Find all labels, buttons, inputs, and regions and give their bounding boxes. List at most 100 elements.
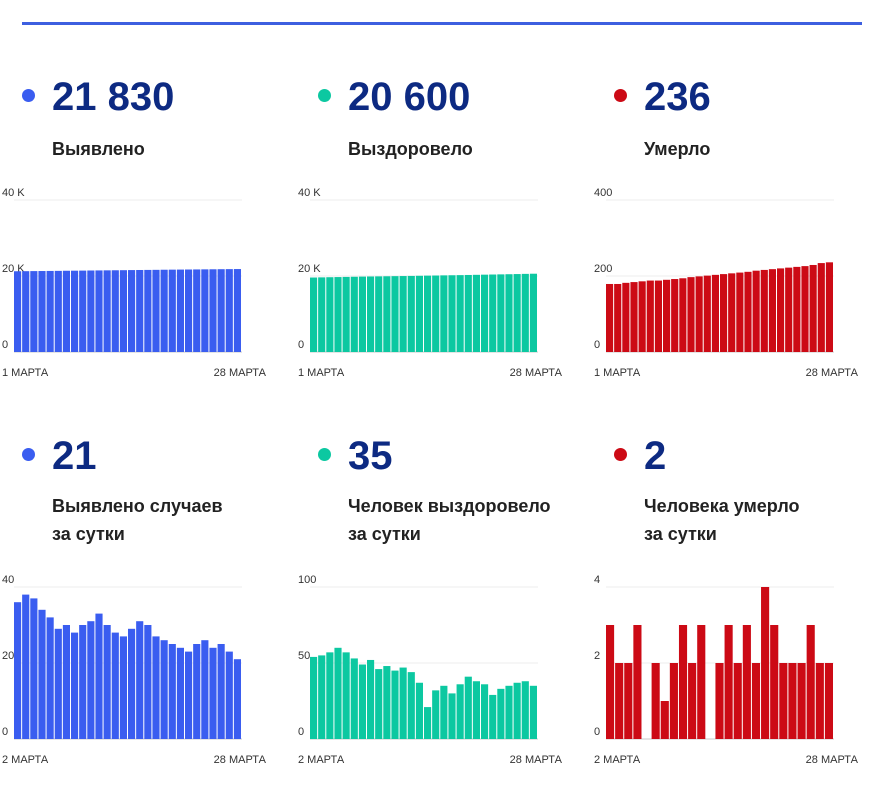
bar [14,271,22,352]
x-start-label: 2 МАРТА [2,754,49,766]
bar [464,676,472,739]
recovered-dot-icon [318,89,331,102]
bar [505,685,513,739]
bar [136,269,144,352]
bar [724,625,733,739]
bar [440,685,448,739]
bar [489,694,497,739]
confirmed-daily-caption-line2: за сутки [52,524,125,544]
bar [513,682,521,739]
bar [318,655,326,739]
bar [622,282,630,352]
y-tick-label: 400 [594,187,612,199]
confirmed-daily-caption-line1: Выявлено случаев [52,496,223,516]
bar [46,270,54,352]
bar [407,275,415,352]
bar [824,663,833,739]
bar [456,275,464,352]
bar [651,663,660,739]
chart-recovered-total: 0 20 K 40 K 1 МАРТА 28 МАРТА [298,187,563,379]
bar [456,684,464,739]
bar [144,625,152,739]
bar [817,263,825,352]
deaths-daily-dot-icon [614,448,627,461]
bar [136,621,144,739]
bar [614,283,622,352]
bar [310,656,318,739]
bar [711,274,719,352]
y-tick-label: 0 [298,726,304,738]
bar [350,276,358,352]
y-tick-label: 0 [594,726,600,738]
bar [606,625,615,739]
y-tick-label: 0 [594,339,600,351]
bar [497,274,505,352]
bar [720,274,728,352]
bar [464,274,472,352]
bar [38,271,46,352]
bar [777,268,785,352]
deaths-daily-caption-line1: Человека умерло [644,496,800,516]
bar [424,275,432,352]
bar [715,663,724,739]
recovered-daily-caption-line2: за сутки [348,524,421,544]
bar [391,670,399,739]
y-tick-label: 0 [298,339,304,351]
bar [54,628,62,739]
bar [521,273,529,352]
bar [751,663,761,739]
bar [687,277,695,352]
bar [46,617,54,739]
chart-confirmed-total: 0 20 K 40 K 1 МАРТА 28 МАРТА [2,187,267,379]
bar [481,274,489,352]
bar [630,282,638,352]
bar [103,270,111,352]
deaths-dot-icon [614,89,627,102]
bar [342,276,350,352]
confirmed-daily-dot-icon [22,448,35,461]
bar [815,663,824,739]
bar [663,279,671,352]
bar [472,274,480,352]
recovered-total-value: 20 600 [348,75,471,119]
bar [415,682,423,739]
x-start-label: 2 МАРТА [298,754,345,766]
bar [703,275,711,352]
bar [318,277,326,352]
recovered-daily-caption-line1: Человек выздоровело [348,496,551,516]
bar [375,669,383,739]
bar [529,685,537,739]
y-tick-label: 2 [594,650,600,662]
x-start-label: 1 МАРТА [298,367,345,379]
bar [638,281,646,352]
bar [71,632,79,739]
bar [310,277,318,352]
bar [742,625,751,739]
bar [201,640,209,739]
bar [128,628,136,739]
bar [350,658,358,739]
chart-deaths-daily: 0 2 4 2 МАРТА 28 МАРТА [594,574,859,766]
bar [22,594,30,739]
bar [87,621,95,739]
bar [505,274,513,352]
bar [391,276,399,352]
bar [801,266,809,352]
bar [797,663,806,739]
bar [152,636,160,739]
bar [233,269,241,352]
x-end-label: 28 МАРТА [214,367,267,379]
top-accent-line [22,22,862,25]
bar [79,625,87,739]
bar [688,663,697,739]
bar [768,269,776,352]
bar [660,701,669,739]
recovered-total-caption: Выздоровело [348,139,473,159]
confirmed-total-caption: Выявлено [52,139,145,159]
bar [87,270,95,352]
bar [646,280,654,352]
bar [383,276,391,352]
y-tick-label: 40 K [298,187,321,199]
bar [497,688,505,739]
y-tick-label: 4 [594,574,600,586]
